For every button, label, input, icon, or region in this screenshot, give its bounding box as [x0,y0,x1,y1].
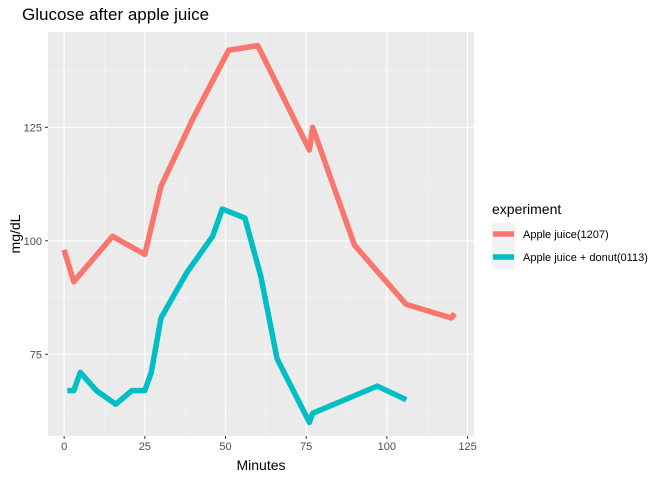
axes: 0 25 50 75 100 125 75 100 125 [24,122,477,453]
x-tick-label: 75 [300,441,312,453]
series-line-0 [61,42,457,321]
x-tick-label: 100 [378,441,396,453]
legend-label-0: Apple juice(1207) [523,229,609,241]
plot-panel [48,32,474,436]
legend: experiment Apple juice(1207) Apple juice … [492,201,648,269]
chart-title: Glucose after apple juice [22,5,209,24]
x-tick-label: 50 [219,441,231,453]
grid-lines [48,32,474,436]
y-tick-label: 100 [24,236,42,248]
y-tick-label: 75 [30,349,42,361]
series-line-1 [67,206,408,426]
legend-title: experiment [492,201,561,217]
legend-label-1: Apple juice + donut(0113) [523,252,648,264]
series-lines [61,42,457,426]
x-tick-label: 0 [61,441,67,453]
x-tick-label: 125 [458,441,476,453]
y-tick-label: 125 [24,122,42,134]
y-axis-title: mg/dL [7,214,23,253]
x-tick-label: 25 [139,441,151,453]
x-axis-title: Minutes [236,457,285,473]
